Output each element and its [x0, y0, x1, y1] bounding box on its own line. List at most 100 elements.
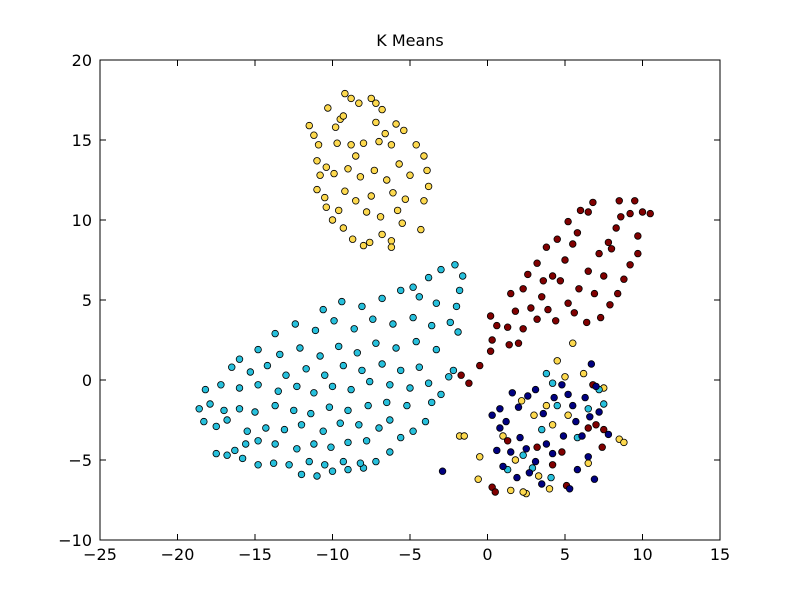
scatter-point — [539, 277, 547, 285]
scatter-point — [539, 409, 547, 418]
scatter-point — [269, 459, 278, 467]
scatter-point — [344, 465, 352, 474]
scatter-point — [386, 416, 394, 424]
scatter-point — [491, 488, 499, 496]
scatter-point — [335, 342, 343, 351]
scatter-point — [452, 302, 461, 311]
scatter-point — [548, 379, 557, 387]
scatter-point — [206, 400, 214, 408]
scatter-point — [243, 427, 251, 435]
scatter-point — [589, 198, 597, 207]
scatter-point — [310, 389, 318, 397]
scatter-point — [455, 286, 464, 295]
scatter-point — [372, 457, 380, 466]
scatter-point — [412, 337, 420, 346]
scatter-point — [596, 313, 605, 322]
scatter-point — [552, 317, 560, 325]
scatter-point — [195, 405, 203, 413]
scatter-point — [415, 293, 423, 301]
scatter-point — [290, 406, 298, 415]
x-tick-label: −15 — [238, 545, 272, 564]
scatter-point — [310, 440, 318, 448]
scatter-point — [344, 165, 352, 173]
scatter-point — [285, 461, 293, 469]
scatter-point — [550, 393, 558, 402]
scatter-point — [499, 462, 507, 471]
scatter-point — [310, 131, 318, 139]
scatter-point — [333, 139, 341, 147]
scatter-point — [626, 261, 634, 269]
scatter-point — [383, 176, 391, 184]
scatter-point — [499, 432, 507, 440]
scatter-point — [339, 457, 348, 466]
scatter-point — [321, 193, 329, 202]
scatter-point — [538, 425, 546, 434]
scatter-point — [344, 438, 352, 447]
scatter-point — [579, 369, 588, 378]
scatter-point — [584, 453, 592, 461]
scatter-point — [406, 171, 414, 179]
scatter-point — [358, 366, 366, 375]
scatter-point — [572, 417, 580, 426]
scatter-point — [356, 459, 365, 467]
scatter-point — [573, 465, 582, 474]
scatter-point — [359, 241, 368, 250]
scatter-point — [251, 408, 259, 416]
x-tick-label: 0 — [482, 545, 492, 564]
scatter-point — [389, 189, 397, 197]
scatter-point — [476, 453, 484, 461]
scatter-point — [620, 275, 628, 283]
scatter-point — [614, 289, 622, 298]
scatter-point — [544, 305, 552, 314]
scatter-point — [406, 384, 414, 392]
scatter-point — [527, 304, 535, 312]
scatter-point — [564, 390, 572, 399]
scatter-point — [415, 363, 423, 371]
scatter-point — [476, 361, 484, 370]
scatter-point — [381, 129, 389, 138]
scatter-point — [409, 427, 417, 435]
scatter-point — [398, 219, 406, 227]
scatter-point — [578, 432, 586, 440]
scatter-point — [428, 398, 436, 407]
scatter-point — [598, 443, 606, 451]
scatter-point — [496, 424, 504, 432]
scatter-point — [586, 413, 594, 421]
y-tick-label: 20 — [72, 51, 92, 70]
scatter-point — [519, 285, 527, 293]
scatter-point — [646, 209, 654, 218]
scatter-point — [372, 118, 380, 127]
scatter-point — [328, 467, 337, 475]
scatter-point — [548, 461, 557, 469]
scatter-point — [445, 373, 453, 381]
scatter-point — [362, 437, 371, 445]
scatter-point — [302, 365, 310, 373]
y-tick-label: −10 — [58, 531, 92, 550]
scatter-point — [638, 208, 647, 216]
scatter-point — [235, 405, 244, 413]
scatter-point — [293, 445, 301, 453]
scatter-point — [584, 424, 592, 432]
scatter-point — [316, 171, 324, 179]
scatter-point — [488, 411, 496, 419]
y-tick-label: 5 — [82, 291, 92, 310]
scatter-point — [542, 243, 551, 251]
scatter-point — [335, 206, 343, 215]
x-tick-label: −25 — [83, 545, 117, 564]
scatter-point — [316, 352, 324, 360]
scatter-point — [493, 446, 501, 455]
scatter-point — [631, 197, 639, 205]
scatter-point — [559, 432, 568, 440]
scatter-point — [297, 470, 306, 479]
scatter-point — [364, 401, 372, 410]
scatter-point — [330, 317, 338, 325]
scatter-point — [311, 326, 320, 335]
scatter-point — [366, 238, 374, 247]
scatter-point — [358, 302, 366, 311]
scatter-point — [511, 456, 520, 464]
scatter-point — [355, 421, 363, 429]
scatter-point — [378, 230, 386, 239]
scatter-point — [507, 289, 515, 298]
